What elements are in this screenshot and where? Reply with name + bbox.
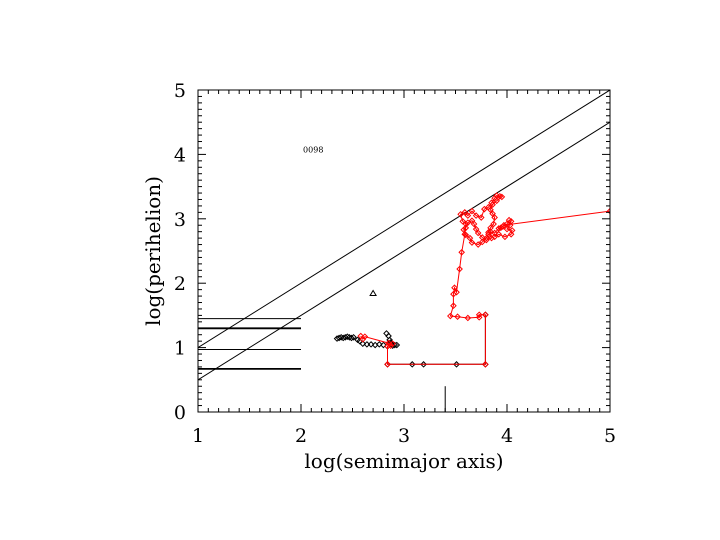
- data-point: [466, 234, 474, 242]
- data-point: [481, 205, 488, 213]
- y-axis-label: log(perihelion): [141, 176, 165, 326]
- data-point: [420, 361, 427, 368]
- data-point: [472, 225, 480, 233]
- data-point: [488, 199, 495, 207]
- data-point: [474, 229, 482, 237]
- data-point: [464, 314, 472, 322]
- data-point: [386, 336, 393, 344]
- data-point: [468, 239, 476, 246]
- series-2: [369, 289, 377, 297]
- data-point: [389, 340, 396, 348]
- data-point: [361, 333, 369, 340]
- data-point: [348, 334, 355, 342]
- data-point: [489, 210, 496, 217]
- x-axis-label: log(semimajor axis): [304, 449, 503, 473]
- data-point: [464, 212, 472, 219]
- data-point: [457, 210, 464, 218]
- data-point: [450, 302, 457, 310]
- data-point: [454, 313, 461, 320]
- data-point: [491, 214, 498, 221]
- data-point: [468, 217, 476, 225]
- data-point: [490, 220, 497, 228]
- data-point: [489, 201, 496, 208]
- data-point: [359, 340, 367, 348]
- data-point: [475, 314, 483, 321]
- diagonal-lower: [198, 121, 610, 381]
- data-point: [491, 233, 498, 241]
- y-tick-label: 3: [174, 209, 186, 231]
- data-point: [380, 341, 387, 349]
- data-point: [501, 233, 509, 241]
- data-point: [367, 341, 375, 348]
- y-tick-label: 1: [174, 338, 186, 360]
- data-point: [391, 341, 399, 349]
- data-point: [447, 312, 454, 320]
- x-tick-label: 4: [501, 425, 513, 447]
- data-point: [482, 361, 489, 368]
- series-0: [333, 330, 401, 349]
- data-point: [507, 230, 515, 238]
- annotation-label: 0098: [303, 145, 323, 154]
- data-point: [384, 343, 391, 350]
- data-point: [408, 361, 416, 368]
- data-point: [462, 231, 470, 239]
- data-point: [495, 230, 503, 238]
- data-point: [487, 206, 494, 214]
- data-point: [459, 218, 467, 225]
- data-point: [451, 284, 458, 292]
- data-point: [496, 192, 504, 200]
- data-point: [493, 197, 501, 205]
- data-point: [477, 214, 485, 221]
- data-point: [487, 224, 494, 232]
- x-tick-label: 3: [398, 425, 410, 447]
- data-point: [491, 229, 498, 237]
- series-line: [387, 314, 486, 365]
- x-tick-label: 5: [604, 425, 616, 447]
- data-point: [606, 207, 610, 215]
- series-1: [384, 311, 489, 368]
- data-point: [506, 221, 514, 229]
- reference-lines: [198, 90, 610, 412]
- data-point: [456, 265, 463, 273]
- series-line: [360, 195, 610, 365]
- data-point: [498, 193, 506, 201]
- data-point: [384, 361, 391, 368]
- data-point: [483, 234, 490, 242]
- data-point: [482, 311, 489, 319]
- axis-ticks: [197, 89, 611, 413]
- data-series: [333, 192, 610, 368]
- series-3: [357, 192, 610, 368]
- y-tick-label: 0: [174, 402, 186, 424]
- data-point: [468, 207, 476, 215]
- x-tick-label: 2: [295, 425, 307, 447]
- x-tick-labels: 1 2 3 4 5: [192, 425, 616, 447]
- x-tick-label: 1: [192, 425, 204, 447]
- data-point: [475, 311, 483, 319]
- data-point: [453, 361, 460, 368]
- data-point: [460, 226, 468, 234]
- data-point: [464, 219, 472, 226]
- data-point: [487, 228, 494, 235]
- data-point: [369, 289, 377, 297]
- data-point: [472, 212, 480, 219]
- data-point: [375, 341, 383, 348]
- data-point: [350, 333, 357, 341]
- data-point: [503, 225, 511, 233]
- data-point: [458, 248, 465, 256]
- y-tick-labels: 0 1 2 3 4 5: [174, 80, 186, 424]
- data-point: [488, 234, 495, 242]
- data-point: [474, 241, 482, 248]
- y-tick-label: 5: [174, 80, 186, 102]
- data-point: [500, 221, 508, 229]
- y-tick-label: 2: [174, 273, 186, 295]
- data-point: [485, 229, 492, 236]
- data-point: [344, 333, 351, 340]
- data-point: [453, 288, 460, 296]
- data-point: [478, 238, 486, 246]
- y-tick-label: 4: [174, 144, 186, 166]
- annotations: 0098: [303, 145, 323, 154]
- diagonal-upper: [198, 90, 610, 349]
- data-point: [461, 209, 469, 216]
